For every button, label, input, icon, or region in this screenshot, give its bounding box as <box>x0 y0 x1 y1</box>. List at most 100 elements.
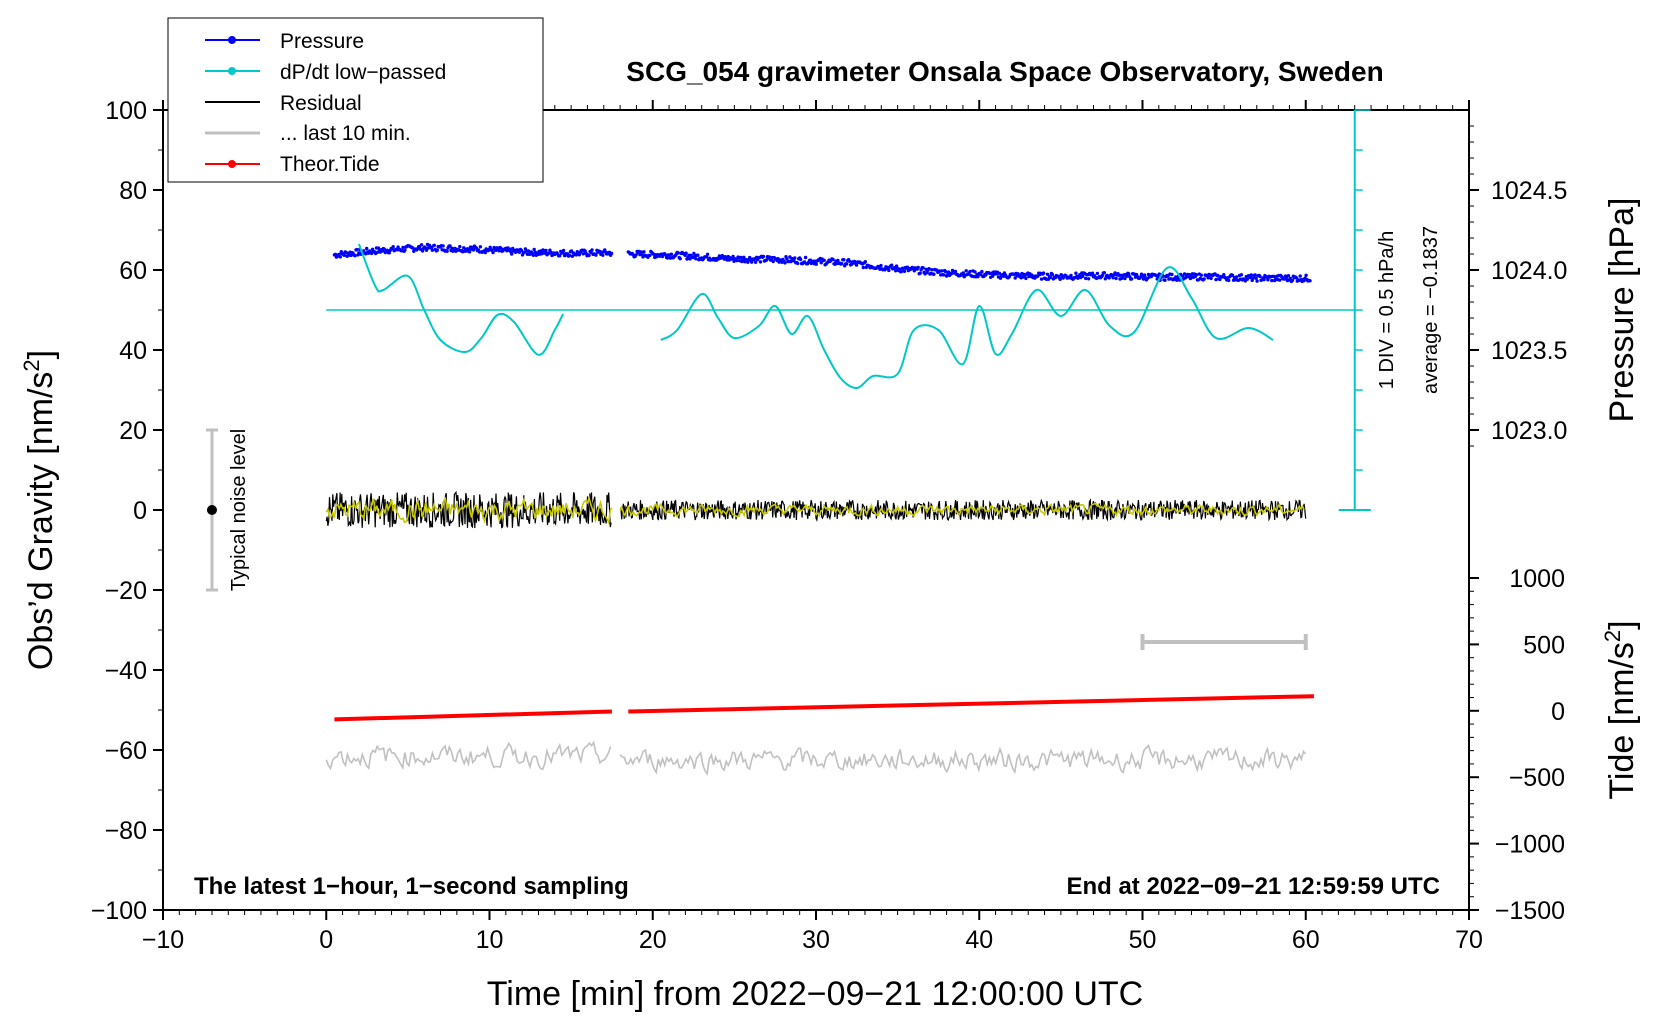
pressure-point <box>370 247 375 251</box>
x-tick-label: 40 <box>965 926 993 954</box>
pressure-point <box>561 248 566 253</box>
pressure-point <box>927 267 931 271</box>
pressure-point <box>1050 272 1055 277</box>
pressure-point <box>990 274 995 278</box>
pressure-point <box>483 250 487 255</box>
pressure-point <box>842 258 846 262</box>
dpdt-average-label: average = −0.1837 <box>1420 226 1442 394</box>
x-axis-ticks: −10 0 10 20 30 40 50 60 70 <box>142 100 1483 954</box>
pressure-point <box>1074 271 1078 275</box>
pressure-point <box>526 249 531 253</box>
pressure-point <box>1230 273 1235 278</box>
pressure-point <box>845 262 849 266</box>
y-tick-label: −80 <box>105 817 147 845</box>
pressure-axis-ticks: 1023.0 1023.5 1024.0 1024.5 <box>1469 125 1567 447</box>
legend-label-dpdt: dP/dt low−passed <box>280 61 446 84</box>
pressure-point <box>391 245 395 249</box>
theor-tide-line <box>628 694 1314 714</box>
tide-tick-label: 0 <box>1551 698 1565 726</box>
annotation-layer <box>205 109 1371 650</box>
pressure-point <box>897 267 902 271</box>
pressure-point <box>953 269 958 274</box>
pressure-tick-label: 1023.5 <box>1491 337 1567 365</box>
pressure-point <box>1248 275 1252 280</box>
end-time-annotation: End at 2022−09−21 12:59:59 UTC <box>1066 873 1440 900</box>
pressure-point <box>1254 276 1258 280</box>
pressure-point <box>424 248 429 252</box>
pressure-point <box>1272 274 1276 279</box>
pressure-point <box>1142 273 1147 277</box>
pressure-point <box>1222 273 1226 277</box>
pressure-point <box>943 269 948 274</box>
pressure-point <box>1090 271 1095 275</box>
pressure-point <box>761 254 766 259</box>
pressure-point <box>1039 277 1044 281</box>
pressure-point <box>750 260 754 264</box>
pressure-point <box>1277 278 1282 282</box>
pressure-point <box>499 246 503 250</box>
pressure-point <box>1258 274 1262 279</box>
pressure-series-segment <box>626 249 1312 284</box>
legend: Pressure dP/dt low−passed Residual ... l… <box>167 17 544 183</box>
y-tick-label: −40 <box>105 657 147 685</box>
pressure-point <box>441 244 445 248</box>
pressure-point <box>1166 274 1170 278</box>
pressure-point <box>1024 276 1028 281</box>
pressure-tick-label: 1024.0 <box>1491 257 1567 285</box>
pressure-point <box>669 252 674 256</box>
pressure-point <box>349 253 353 258</box>
pressure-point <box>1209 276 1213 281</box>
pressure-point <box>1095 271 1100 276</box>
x-tick-label: 0 <box>319 926 333 954</box>
tide-axis-title: Tide [nm/s2] <box>1600 620 1641 799</box>
pressure-point <box>365 246 369 251</box>
sampling-annotation: The latest 1−hour, 1−second sampling <box>194 873 629 900</box>
pressure-point <box>704 255 709 259</box>
pressure-point <box>940 269 944 273</box>
pressure-point <box>1127 272 1131 276</box>
pressure-point <box>1227 278 1231 283</box>
x-tick-label: 60 <box>1292 926 1320 954</box>
pressure-point <box>1286 274 1291 278</box>
pressure-point <box>594 253 598 257</box>
x-tick-label: 30 <box>802 926 830 954</box>
pressure-point <box>731 254 735 259</box>
tide-axis-title-sup: 2 <box>1600 630 1625 642</box>
pressure-point <box>634 253 638 257</box>
y-axis-title-sup: 2 <box>19 359 44 371</box>
pressure-point <box>831 257 835 262</box>
pressure-point <box>403 248 407 252</box>
tide-axis-ticks: −1500 −1000 −500 0 500 1000 <box>1469 565 1565 925</box>
legend-label-tide: Theor.Tide <box>280 153 380 176</box>
pressure-point <box>376 246 381 250</box>
pressure-point <box>735 258 739 263</box>
pressure-point <box>863 260 867 264</box>
pressure-point <box>1253 273 1257 277</box>
pressure-point <box>918 271 922 275</box>
pressure-point <box>1255 279 1259 283</box>
pressure-point <box>822 258 826 262</box>
tide-tick-label: 500 <box>1523 631 1565 659</box>
dp-dt-low-passed-line <box>357 243 564 356</box>
y-tick-label: 0 <box>133 497 147 525</box>
tide-tick-label: 1000 <box>1509 565 1565 593</box>
pressure-point <box>748 255 752 260</box>
pressure-point <box>921 266 925 270</box>
pressure-point <box>1262 277 1266 282</box>
pressure-point <box>382 247 387 251</box>
pressure-point <box>1103 277 1108 281</box>
pressure-point <box>942 273 946 277</box>
y-axis-title-main: Obs’d Gravity [nm/s <box>22 372 60 671</box>
pressure-point <box>783 261 787 265</box>
pressure-axis-title: Pressure [hPa] <box>1603 198 1641 423</box>
pressure-point <box>1125 274 1129 278</box>
legend-box <box>167 17 544 183</box>
pressure-point <box>1081 274 1085 278</box>
pressure-point <box>1304 273 1308 277</box>
pressure-point <box>879 263 883 268</box>
pressure-point <box>887 268 891 273</box>
chart-title: SCG_054 gravimeter Onsala Space Observat… <box>626 56 1383 87</box>
pressure-point <box>771 259 775 264</box>
pressure-point <box>1245 277 1250 281</box>
pressure-point <box>467 250 472 254</box>
